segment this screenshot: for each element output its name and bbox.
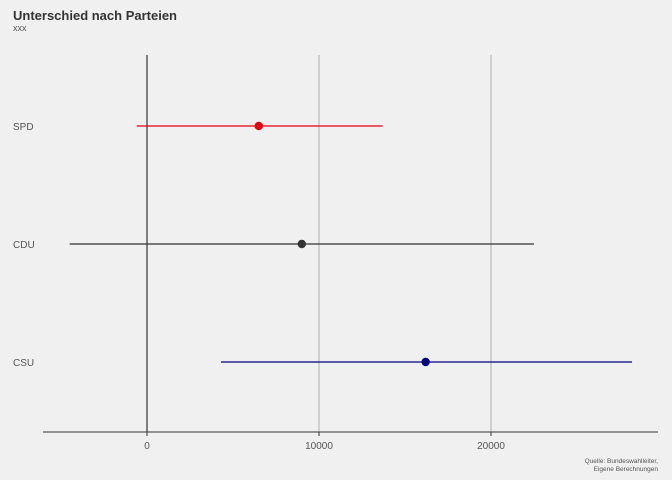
chart-title: Unterschied nach Parteien xyxy=(13,8,177,23)
caption-line: Quelle: Bundeswahlleiter, xyxy=(584,458,658,465)
source-caption: Quelle: Bundeswahlleiter, Eigene Berechn… xyxy=(585,458,658,474)
error-bars xyxy=(69,125,633,363)
category-label-csu: CSU xyxy=(13,358,34,369)
estimate-point-csu xyxy=(421,357,430,367)
x-tick-labels: 0 10000 20000 xyxy=(144,441,505,452)
category-label-cdu: CDU xyxy=(13,240,35,251)
x-axis xyxy=(43,431,658,436)
x-tick-label: 0 xyxy=(144,441,150,452)
caption-line: Eigene Berechnungen xyxy=(593,466,658,473)
x-tick-label: 20000 xyxy=(477,441,505,452)
category-labels: SPD CDU CSU xyxy=(13,122,35,369)
estimate-point-cdu xyxy=(297,239,306,249)
chart-subtitle: xxx xyxy=(13,23,27,33)
x-tick-label: 10000 xyxy=(305,441,333,452)
category-label-spd: SPD xyxy=(13,122,34,133)
estimate-points xyxy=(254,121,430,367)
estimate-point-spd xyxy=(254,121,263,131)
